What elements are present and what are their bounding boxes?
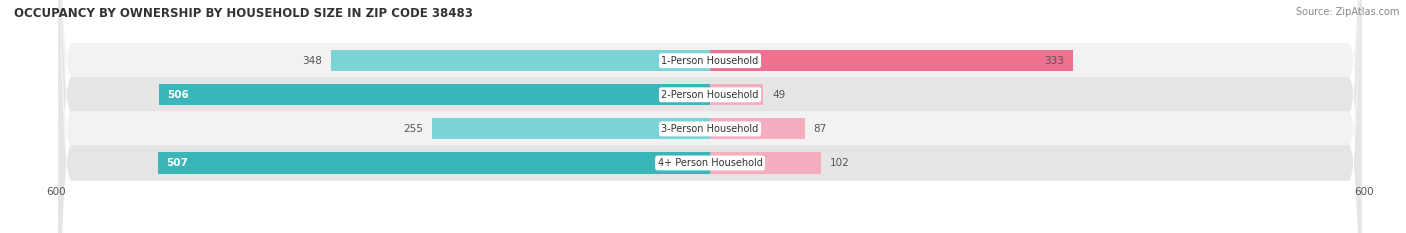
FancyBboxPatch shape [59, 0, 1361, 233]
Text: 4+ Person Household: 4+ Person Household [658, 158, 762, 168]
Bar [432, 118, 710, 140]
Text: 348: 348 [302, 56, 322, 66]
Text: 506: 506 [167, 90, 190, 100]
Text: OCCUPANCY BY OWNERSHIP BY HOUSEHOLD SIZE IN ZIP CODE 38483: OCCUPANCY BY OWNERSHIP BY HOUSEHOLD SIZE… [14, 7, 472, 20]
Bar [157, 152, 710, 174]
FancyBboxPatch shape [59, 0, 1361, 233]
Text: 102: 102 [830, 158, 849, 168]
Bar [710, 84, 763, 105]
Bar [710, 50, 1073, 71]
Text: 87: 87 [814, 124, 827, 134]
Bar [710, 118, 804, 140]
Bar [159, 84, 710, 105]
FancyBboxPatch shape [59, 0, 1361, 233]
Text: 2-Person Household: 2-Person Household [661, 90, 759, 100]
Text: Source: ZipAtlas.com: Source: ZipAtlas.com [1295, 7, 1399, 17]
Legend: Owner-occupied, Renter-occupied: Owner-occupied, Renter-occupied [598, 231, 823, 233]
Text: 507: 507 [166, 158, 188, 168]
Text: 1-Person Household: 1-Person Household [661, 56, 759, 66]
Text: 333: 333 [1045, 56, 1064, 66]
Bar [330, 50, 710, 71]
Text: 49: 49 [772, 90, 786, 100]
Text: 3-Person Household: 3-Person Household [661, 124, 759, 134]
FancyBboxPatch shape [59, 0, 1361, 233]
Text: 255: 255 [404, 124, 423, 134]
Bar [710, 152, 821, 174]
